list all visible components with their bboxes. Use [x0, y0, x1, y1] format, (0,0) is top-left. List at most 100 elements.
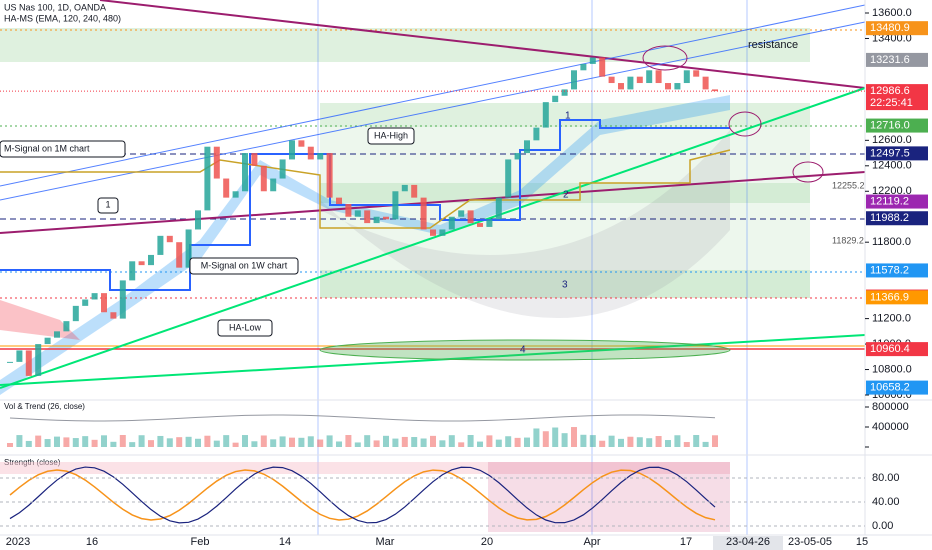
candle: [72, 305, 79, 322]
callout: [367, 127, 415, 145]
y-tick-label: 80.00: [872, 472, 900, 484]
candle: [251, 153, 258, 166]
resistance-zone: [0, 28, 810, 62]
candle: [195, 210, 201, 230]
volume-bar: [411, 437, 418, 447]
volume-bar: [561, 433, 568, 447]
annotation: 1: [565, 111, 571, 122]
candle: [204, 146, 211, 211]
callout-text: HA-Low: [229, 322, 262, 332]
y-tick-label: 400000: [872, 421, 909, 433]
candle: [317, 153, 324, 160]
price-badge: [866, 342, 928, 357]
price-badge-text: 11988.2: [870, 212, 909, 224]
volume-bar: [7, 443, 13, 447]
price-badge-text: 10658.2: [870, 381, 910, 393]
time-label: 14: [279, 536, 291, 548]
volume-bar: [307, 436, 314, 447]
volume-bar: [608, 435, 615, 447]
volume-bar: [166, 438, 173, 447]
y-tick-label: 40.00: [872, 496, 900, 508]
price-badge: [866, 211, 928, 226]
price-badge: [866, 146, 928, 161]
candle: [63, 321, 70, 332]
volume-bar: [618, 438, 624, 447]
strength-line: [9, 469, 716, 521]
candle: [608, 76, 615, 84]
candle: [514, 153, 521, 160]
volume-bar: [495, 439, 502, 447]
callout-text: 1: [105, 199, 110, 209]
volume-trend: [9, 414, 716, 422]
annotation: resistance: [748, 39, 798, 51]
zone-ellipse: [319, 339, 731, 361]
price-badge-text: 11578.2: [870, 264, 909, 276]
volume-bar: [148, 440, 154, 447]
volume-bar: [223, 435, 230, 447]
volume-bar: [599, 440, 606, 447]
candle: [665, 83, 671, 90]
price-badge-text: 12497.5: [870, 147, 910, 159]
candle: [411, 184, 418, 198]
volume-bar: [712, 435, 718, 447]
candle: [101, 293, 107, 313]
candle: [477, 223, 483, 227]
volume-bar: [35, 435, 42, 447]
time-label: Mar: [376, 536, 395, 548]
strength-band: [488, 462, 730, 532]
candle: [289, 140, 295, 160]
indicator-decor: [0, 414, 730, 532]
candle: [636, 76, 643, 84]
candle: [580, 63, 587, 71]
price-badge: [866, 118, 928, 133]
volume-bar: [213, 440, 220, 447]
annotation: 11829.2: [832, 235, 864, 245]
cloud: [320, 130, 730, 319]
volume-bar: [571, 427, 577, 447]
candle: [7, 361, 13, 363]
last-price-badge: [866, 84, 928, 111]
candle: [223, 178, 230, 198]
volume-bar: [298, 437, 305, 447]
last-price-text: 12986.6: [870, 85, 910, 97]
volume-bar: [665, 440, 671, 447]
trend-line: [0, 21, 866, 201]
price-badge-text: 12716.0: [870, 119, 910, 131]
highlight-ellipse: [728, 111, 762, 137]
y-tick-label: 10800.0: [872, 363, 912, 375]
volume-bar: [63, 437, 70, 447]
price-badge: [866, 380, 928, 395]
volume-bar: [392, 438, 399, 447]
price-badge-text: 13480.9: [870, 22, 910, 34]
volume-bar: [373, 440, 380, 447]
candle: [571, 70, 577, 90]
volume-bar: [364, 435, 371, 447]
volume-bar: [91, 439, 98, 447]
volume-bar: [542, 431, 549, 447]
zone-box: [320, 103, 810, 127]
candle: [157, 235, 164, 255]
candle: [166, 235, 173, 243]
candle: [674, 83, 681, 90]
candle: [148, 254, 154, 266]
volume-bar: [44, 439, 51, 447]
volume-bar: [25, 440, 32, 447]
callout-text: HA-High: [374, 130, 408, 140]
candle: [242, 153, 248, 192]
time-label: 17: [680, 536, 692, 548]
candle: [345, 204, 352, 217]
time-label: Apr: [583, 536, 600, 548]
candle: [683, 70, 690, 84]
candle: [279, 159, 286, 179]
time-label: 15: [856, 536, 868, 548]
time-highlight: [713, 536, 783, 550]
volume-bar: [702, 441, 709, 447]
candle: [176, 242, 183, 268]
trend-line: [0, 334, 866, 386]
volume-bar: [251, 441, 258, 447]
candle: [552, 95, 559, 103]
pane-title: Vol & Trend (26, close): [4, 402, 85, 411]
candle: [533, 127, 540, 141]
volume-bar: [505, 436, 512, 447]
